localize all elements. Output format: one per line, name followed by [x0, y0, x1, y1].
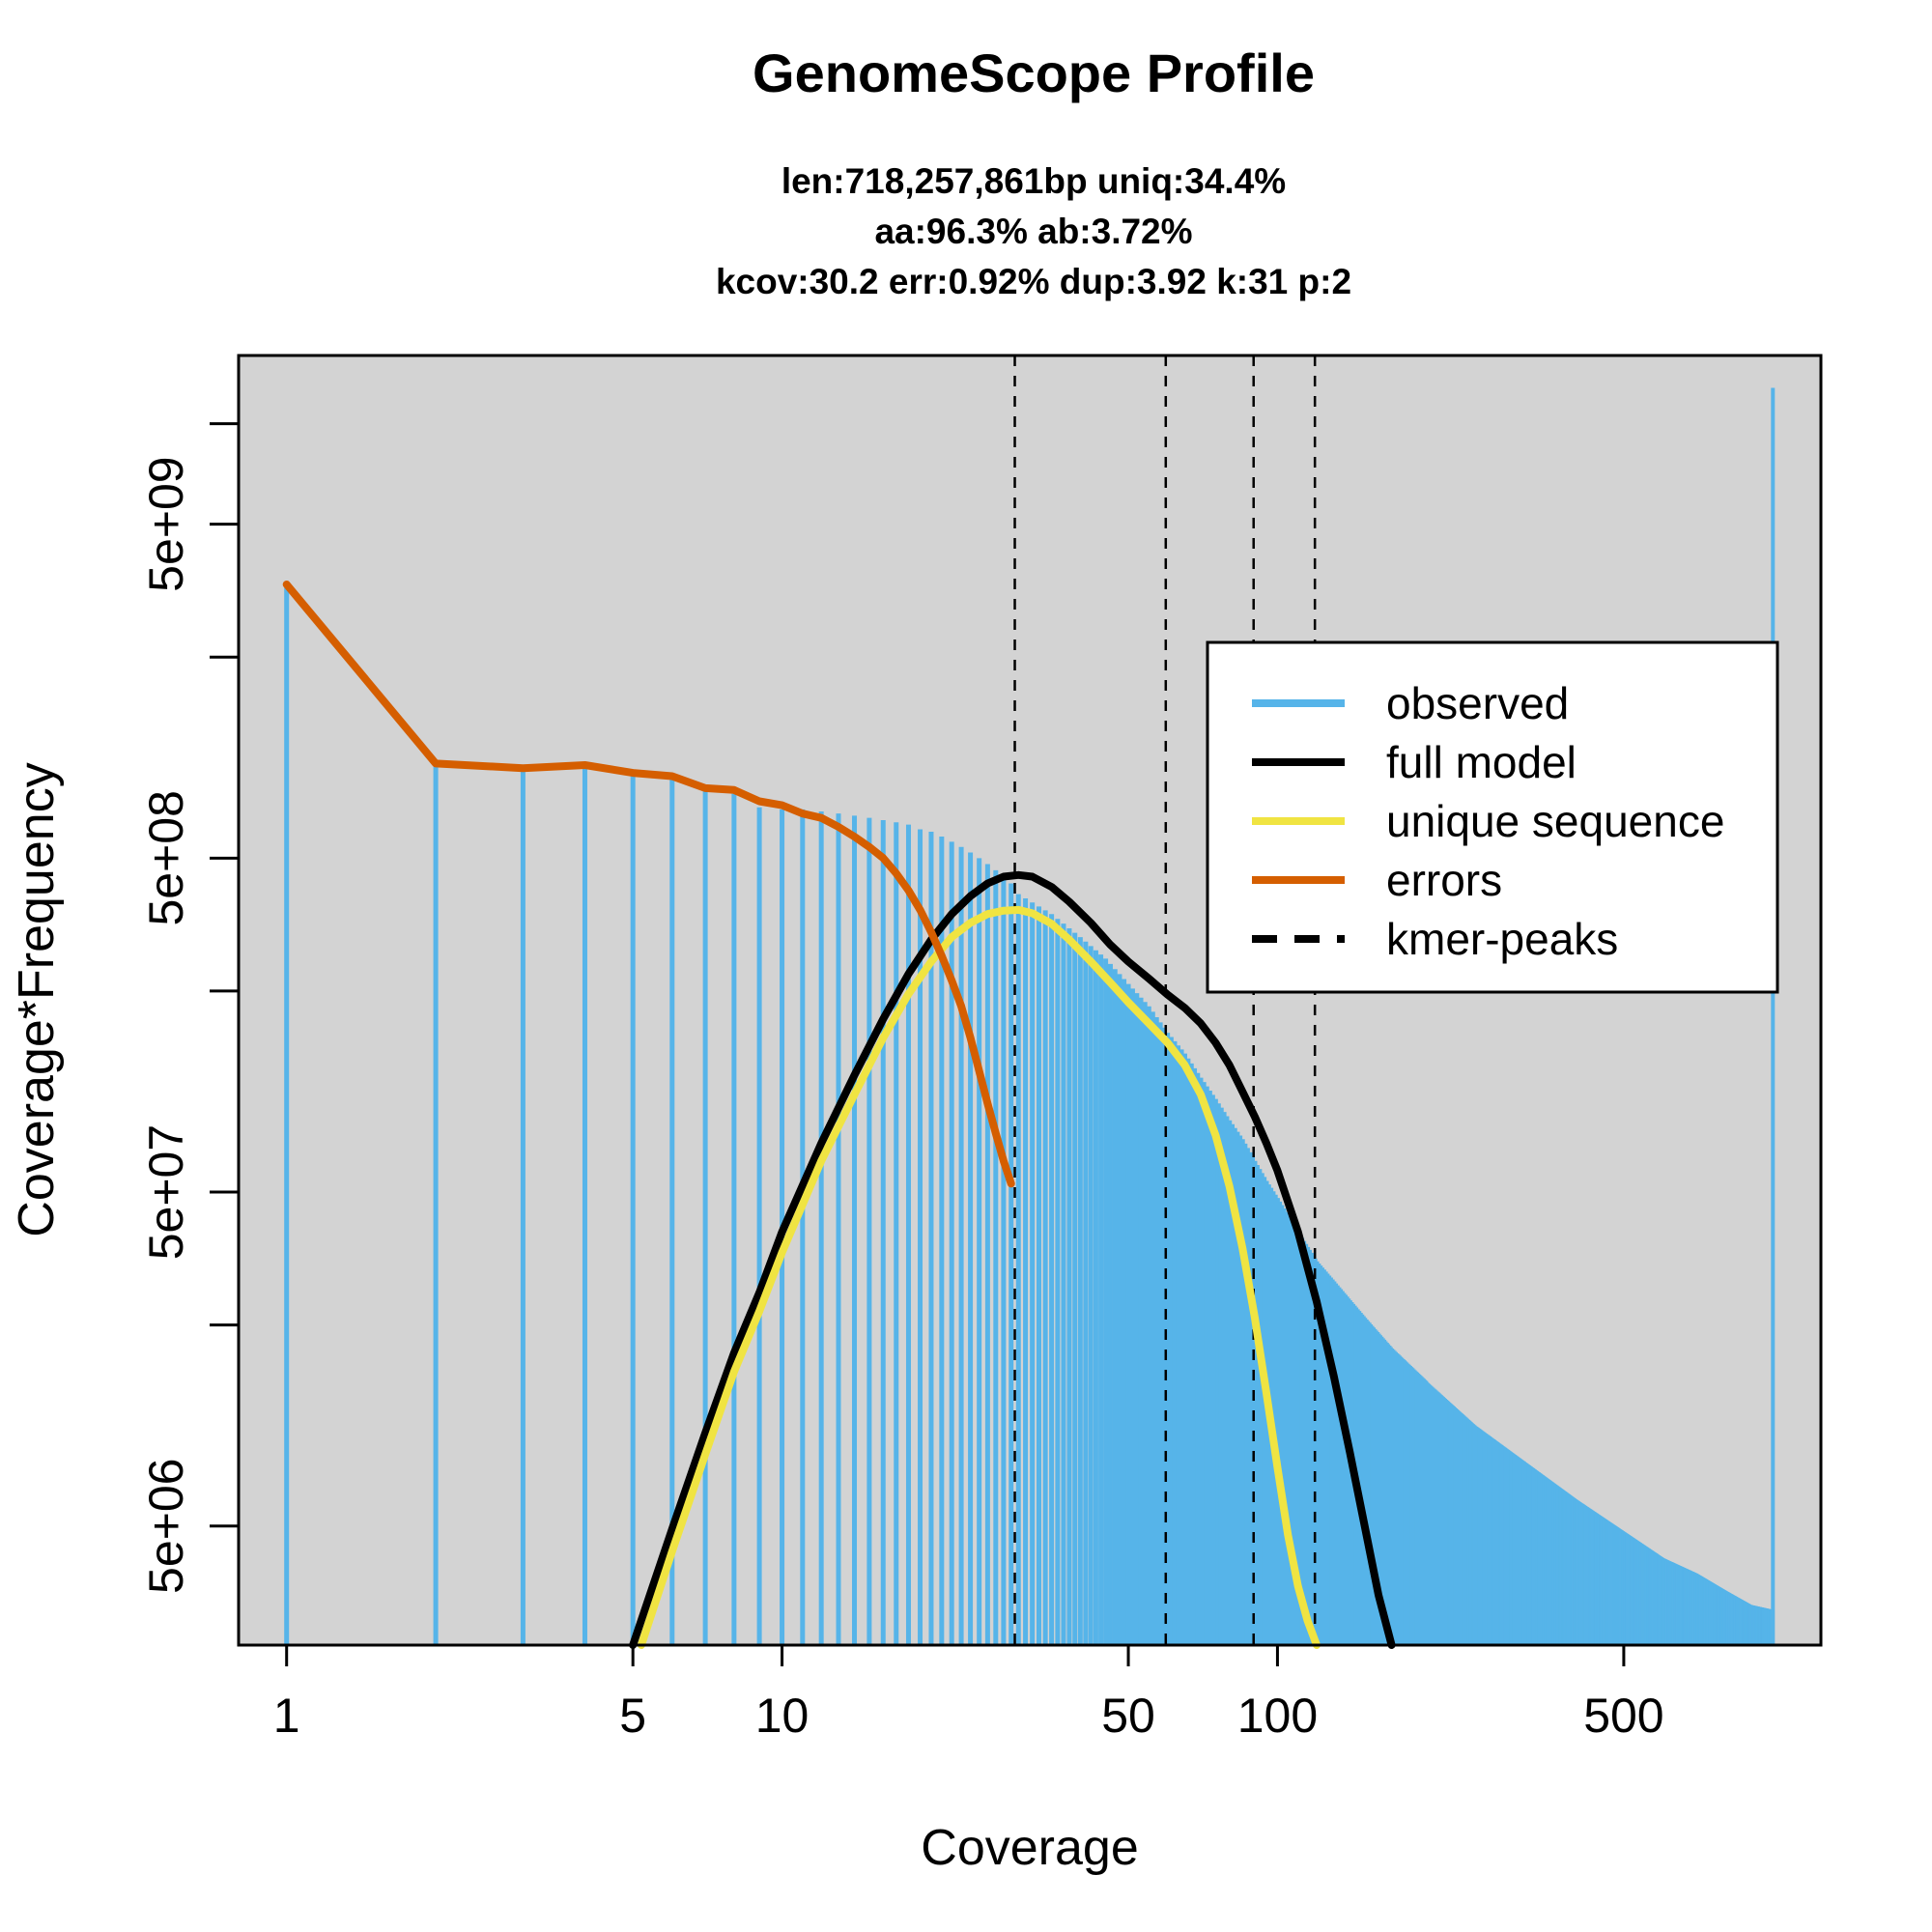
- observed-bars: [284, 387, 1776, 1645]
- legend-label: unique sequence: [1386, 796, 1724, 846]
- errors-curve: [282, 581, 1015, 1188]
- x-tick-label: 5: [619, 1689, 646, 1743]
- x-tick-label: 1: [273, 1689, 300, 1743]
- x-tick-label: 500: [1583, 1689, 1663, 1743]
- y-tick-label: 5e+08: [139, 790, 193, 925]
- x-tick-label: 100: [1237, 1689, 1318, 1743]
- legend-label: full model: [1386, 737, 1577, 787]
- legend-label: observed: [1386, 678, 1569, 728]
- model-curves: [282, 581, 1396, 1649]
- x-tick-label: 10: [755, 1689, 810, 1743]
- full-model-curve: [629, 870, 1396, 1649]
- legend: observed full model unique sequence errors k…: [1206, 640, 1779, 994]
- x-axis: 1 5 10 50 100 500: [273, 1643, 1664, 1743]
- x-axis-label: Coverage: [921, 1820, 1138, 1876]
- chart-subtitle-line-2: aa:96.3% ab:3.72%: [874, 212, 1192, 251]
- y-tick-label: 5e+09: [139, 456, 193, 591]
- unique-sequence-curve: [637, 905, 1321, 1649]
- chart-subtitle-line-1: len:718,257,861bp uniq:34.4%: [781, 161, 1286, 201]
- chart-subtitle-line-3: kcov:30.2 err:0.92% dup:3.92 k:31 p:2: [716, 262, 1351, 301]
- chart-title: GenomeScope Profile: [753, 43, 1315, 103]
- plot-panel: [239, 355, 1821, 1645]
- y-axis: 5e+06 5e+07 5e+08 5e+09: [139, 422, 241, 1594]
- x-tick-label: 50: [1101, 1689, 1155, 1743]
- y-tick-label: 5e+06: [139, 1459, 193, 1594]
- y-axis-label: Coverage*Frequency: [9, 762, 65, 1236]
- y-tick-label: 5e+07: [139, 1124, 193, 1260]
- legend-label: kmer-peaks: [1386, 914, 1618, 964]
- legend-label: errors: [1386, 855, 1502, 905]
